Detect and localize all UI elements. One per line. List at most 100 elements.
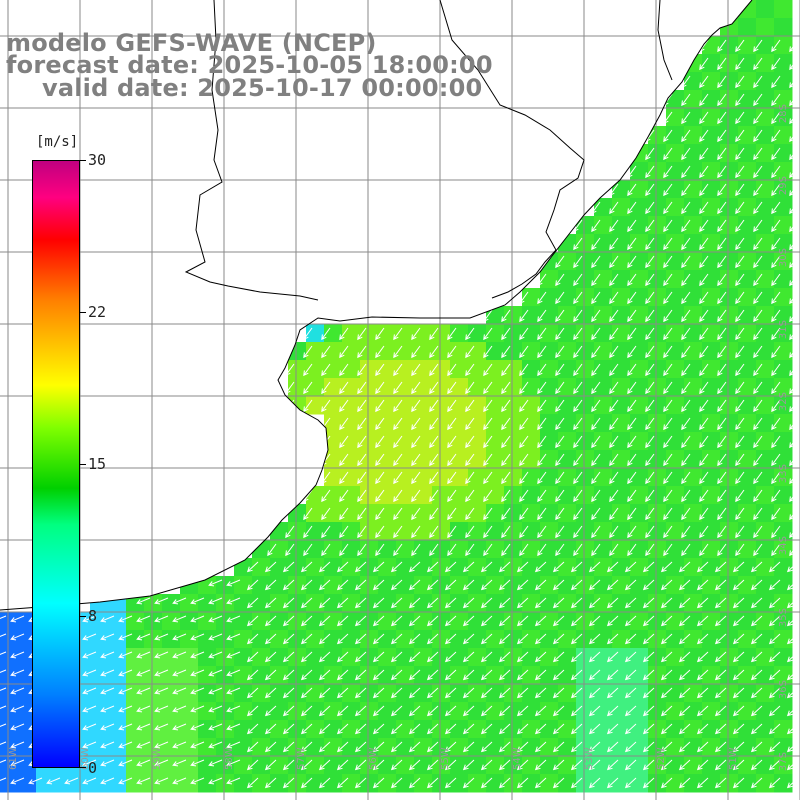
lon-label: 53W (584, 747, 595, 770)
wind-arrow (768, 705, 781, 717)
wind-arrow (339, 345, 349, 359)
wind-arrow (465, 489, 475, 503)
wind-arrow (537, 345, 547, 359)
wind-arrow (699, 75, 709, 89)
wind-arrow (645, 543, 655, 557)
wind-arrow (735, 309, 745, 323)
lon-label: 61W (8, 747, 19, 770)
wind-arrow (609, 525, 619, 539)
wind-arrow (462, 759, 475, 771)
lon-label: 57W (296, 747, 307, 770)
wind-arrow (285, 363, 295, 377)
wind-arrow (663, 453, 673, 467)
wind-arrow (447, 471, 457, 485)
wind-arrow (699, 111, 709, 125)
wind-arrow (771, 111, 781, 125)
wind-arrow (624, 777, 637, 789)
wind-arrow (0, 651, 7, 656)
wind-arrow (462, 579, 475, 591)
wind-arrow (588, 579, 601, 591)
wind-arrow (208, 777, 223, 785)
wind-arrow (264, 705, 277, 717)
wind-arrow (136, 741, 151, 749)
wind-arrow (717, 345, 727, 359)
wind-arrow (300, 633, 313, 645)
wind-arrow (375, 489, 385, 503)
wind-arrow (768, 597, 781, 609)
wind-arrow (663, 327, 673, 341)
wind-arrow (681, 291, 691, 305)
wind-arrow (573, 237, 583, 251)
wind-arrow (789, 417, 799, 431)
wind-arrow (282, 759, 295, 771)
wind-arrow (282, 651, 295, 663)
wind-arrow (789, 345, 799, 359)
wind-arrow (735, 165, 745, 179)
wind-arrow (537, 471, 547, 485)
wind-arrow (624, 561, 637, 573)
wind-arrow (136, 597, 151, 605)
wind-arrow (534, 705, 547, 717)
wind-arrow (354, 741, 367, 753)
wind-arrow (771, 219, 781, 233)
wind-arrow (786, 669, 799, 681)
wind-arrow (588, 615, 601, 627)
wind-arrow (552, 741, 565, 753)
wind-arrow (771, 435, 781, 449)
wind-arrow (375, 435, 385, 449)
wind-arrow (300, 741, 313, 753)
wind-arrow (444, 723, 457, 735)
wind-arrow (426, 579, 439, 591)
wind-arrow (717, 489, 727, 503)
wind-arrow (609, 345, 619, 359)
wind-arrow (717, 399, 727, 413)
wind-arrow (573, 489, 583, 503)
wind-arrow (717, 237, 727, 251)
wind-arrow (750, 723, 763, 735)
wind-arrow (570, 615, 583, 627)
wind-arrow (606, 759, 619, 771)
wind-arrow (172, 705, 187, 713)
wind-arrow (516, 741, 529, 753)
wind-arrow (663, 525, 673, 539)
wind-arrow (606, 579, 619, 591)
wind-arrow (465, 453, 475, 467)
wind-arrow (154, 705, 169, 713)
wind-arrow (154, 741, 169, 749)
wind-arrow (321, 507, 331, 521)
wind-arrow (627, 291, 637, 305)
wind-arrow (339, 417, 349, 431)
wind-arrow (501, 543, 511, 557)
wind-arrow (534, 597, 547, 609)
wind-arrow (627, 399, 637, 413)
wind-arrow (642, 597, 655, 609)
lat-label: 32S (778, 392, 789, 411)
wind-arrow (735, 111, 745, 125)
wind-arrow (642, 615, 655, 627)
wind-arrow (226, 633, 241, 641)
wind-arrow (519, 399, 529, 413)
wind-arrow (372, 759, 385, 771)
wind-arrow (645, 453, 655, 467)
wind-arrow (768, 777, 781, 789)
wind-arrow (555, 543, 565, 557)
wind-arrow (789, 129, 799, 143)
wind-arrow (645, 273, 655, 287)
wind-arrow (390, 615, 403, 627)
wind-arrow (588, 561, 601, 573)
wind-arrow (300, 597, 313, 609)
wind-arrow (336, 687, 349, 699)
wind-arrow (303, 345, 313, 359)
wind-arrow (246, 651, 259, 663)
wind-arrow (154, 651, 169, 659)
wind-arrow (591, 363, 601, 377)
wind-arrow (357, 327, 367, 341)
wind-arrow (696, 579, 709, 591)
wind-arrow (534, 651, 547, 663)
wind-arrow (645, 507, 655, 521)
wind-arrow (627, 363, 637, 377)
wind-arrow (573, 399, 583, 413)
wind-arrow (100, 759, 115, 767)
wind-arrow (555, 507, 565, 521)
wind-arrow (570, 777, 583, 789)
